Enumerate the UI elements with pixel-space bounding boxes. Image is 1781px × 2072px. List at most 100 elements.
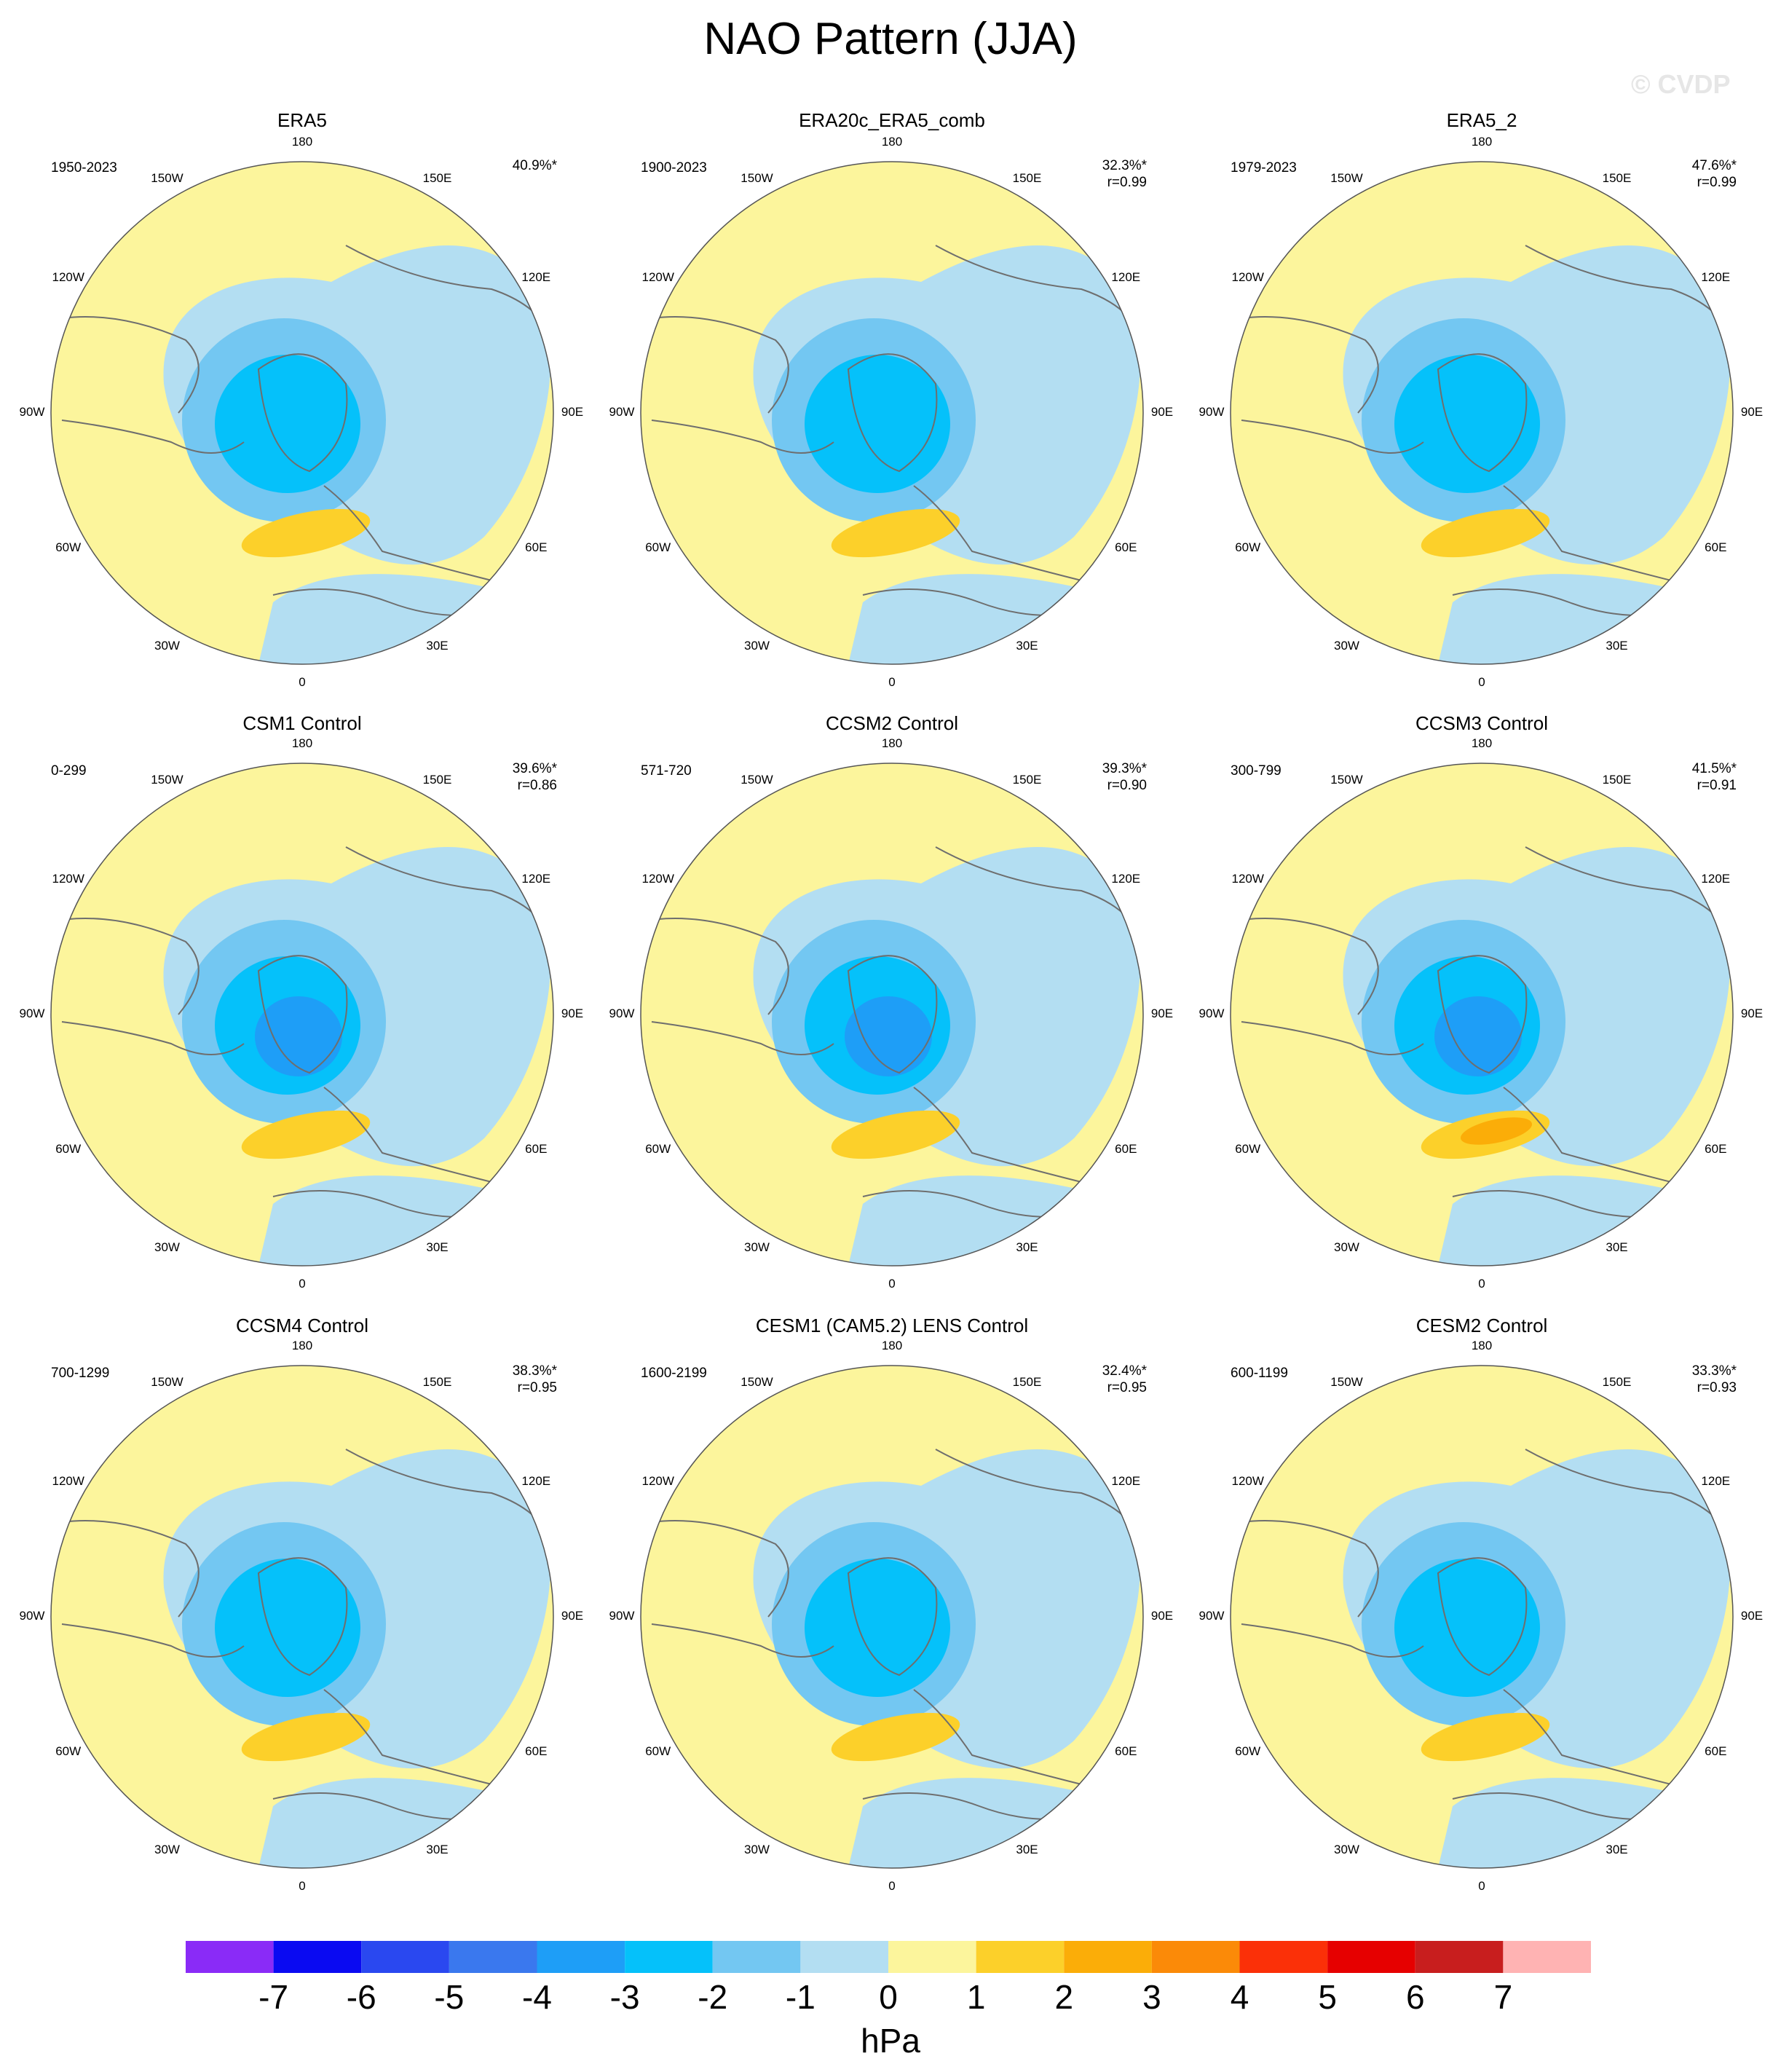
longitude-label: 150W xyxy=(151,1374,183,1389)
longitude-label: 120W xyxy=(1231,871,1264,886)
panel-years: 700-1299 xyxy=(51,1366,110,1381)
map-panel-2 xyxy=(641,162,1143,664)
longitude-label: 90E xyxy=(561,1609,584,1623)
panel-years: 1900-2023 xyxy=(641,160,707,176)
panel-variance-pct: 41.5%* xyxy=(1691,761,1737,776)
longitude-label: 150W xyxy=(1330,772,1363,787)
panel-years: 600-1199 xyxy=(1231,1366,1288,1381)
longitude-label: 30W xyxy=(154,1240,180,1255)
colorbar-swatch xyxy=(625,1941,713,1973)
longitude-label: 90W xyxy=(19,1007,45,1020)
panel-years: 1600-2199 xyxy=(641,1366,707,1381)
longitude-label: 150E xyxy=(1602,772,1632,787)
colorbar-tick-label: 7 xyxy=(1493,1978,1513,2016)
longitude-label: 150E xyxy=(1012,1374,1042,1389)
colorbar-tick-label: -3 xyxy=(609,1978,640,2016)
panel-pattern-corr: r=0.95 xyxy=(1107,1380,1147,1395)
longitude-label: 150E xyxy=(422,1374,452,1389)
longitude-label: 60W xyxy=(645,1141,671,1156)
colorbar-tick-label: 6 xyxy=(1405,1978,1425,2016)
colorbar-swatch xyxy=(976,1941,1065,1973)
map-panel-3 xyxy=(1231,162,1733,664)
longitude-label: 120E xyxy=(1701,1473,1731,1488)
longitude-label: 90W xyxy=(609,405,635,419)
longitude-label: 120E xyxy=(1111,269,1141,284)
panel-stats: 39.3%* r=0.90 xyxy=(1059,760,1147,794)
panel-variance-pct: 39.3%* xyxy=(1102,761,1147,776)
panel-stats: 32.4%* r=0.95 xyxy=(1059,1363,1147,1396)
longitude-label: 120W xyxy=(1231,269,1264,284)
panel-years: 571-720 xyxy=(641,763,692,779)
colorbar-tick-label: 5 xyxy=(1318,1978,1337,2016)
longitude-label: 90E xyxy=(1740,405,1764,419)
longitude-label: 90E xyxy=(561,405,584,419)
panel-years: 300-799 xyxy=(1231,763,1282,779)
longitude-label: 90E xyxy=(561,1007,584,1020)
longitude-label: 30E xyxy=(426,1240,449,1255)
longitude-label: 0 xyxy=(1478,675,1485,689)
longitude-label: 30E xyxy=(1606,1843,1628,1857)
colorbar-units: hPa xyxy=(861,2022,920,2060)
panel-variance-pct: 33.3%* xyxy=(1691,1363,1737,1379)
colorbar-swatch xyxy=(1064,1941,1152,1973)
colorbar-swatch xyxy=(537,1941,625,1973)
longitude-label: 180 xyxy=(1471,736,1493,750)
longitude-label: 30W xyxy=(1334,1843,1359,1857)
longitude-label: 180 xyxy=(1471,135,1493,149)
panel-years: 0-299 xyxy=(51,763,87,779)
colorbar-tick-label: -7 xyxy=(258,1978,289,2016)
panel-variance-pct: 39.6%* xyxy=(512,761,557,776)
field-negative-4 xyxy=(255,996,342,1076)
longitude-label: 120E xyxy=(1111,1473,1141,1488)
longitude-label: 0 xyxy=(299,1277,306,1291)
map-panel-6 xyxy=(1231,763,1733,1266)
longitude-label: 150W xyxy=(151,772,183,787)
longitude-label: 60E xyxy=(525,1744,548,1758)
panel-stats: 47.6%* r=0.99 xyxy=(1649,157,1737,191)
panel-stats: 33.3%* r=0.93 xyxy=(1649,1363,1737,1396)
field-positive-1-2 xyxy=(241,1110,371,1159)
colorbar-tick-label: 2 xyxy=(1054,1978,1074,2016)
panel-pattern-corr: r=0.91 xyxy=(1697,778,1737,793)
longitude-label: 90W xyxy=(19,405,45,419)
field-positive-1-2 xyxy=(1421,1712,1550,1762)
colorbar-swatch xyxy=(361,1941,449,1973)
longitude-label: 150E xyxy=(1012,170,1042,185)
longitude-label: 60W xyxy=(645,540,671,554)
colorbar-swatch xyxy=(273,1941,362,1973)
panel-years: 1950-2023 xyxy=(51,160,117,176)
longitude-label: 90E xyxy=(1740,1007,1764,1020)
colorbar-swatch xyxy=(1239,1941,1328,1973)
longitude-label: 150W xyxy=(1330,1374,1363,1389)
panel-title: ERA5 xyxy=(277,109,327,131)
field-positive-1-2 xyxy=(241,1712,371,1762)
longitude-label: 60W xyxy=(55,1744,82,1758)
map-border xyxy=(50,763,554,1267)
longitude-label: 60W xyxy=(55,1141,82,1156)
longitude-label: 60E xyxy=(1705,1744,1727,1758)
panel-stats: 41.5%* r=0.91 xyxy=(1649,760,1737,794)
field-positive-1-2 xyxy=(831,508,960,558)
longitude-label: 120E xyxy=(1701,269,1731,284)
longitude-label: 30W xyxy=(744,639,770,653)
colorbar-swatch xyxy=(186,1941,274,1973)
longitude-label: 150E xyxy=(1602,170,1632,185)
longitude-label: 60E xyxy=(525,1141,548,1156)
panel-pattern-corr: r=0.86 xyxy=(517,778,557,793)
longitude-label: 150W xyxy=(741,772,773,787)
colorbar-tick-label: 3 xyxy=(1142,1978,1161,2016)
panel-title: CCSM3 Control xyxy=(1415,712,1549,734)
longitude-label: 90W xyxy=(1198,405,1225,419)
longitude-label: 120E xyxy=(1111,871,1141,886)
panel-stats: 39.6%* r=0.86 xyxy=(470,760,557,794)
longitude-label: 180 xyxy=(881,1339,903,1352)
colorbar-tick-label: -2 xyxy=(698,1978,728,2016)
field-negative-4 xyxy=(1434,996,1522,1076)
panel-variance-pct: 38.3%* xyxy=(512,1363,557,1379)
longitude-label: 120W xyxy=(52,1473,84,1488)
map-panel-5 xyxy=(641,763,1143,1266)
longitude-label: 60W xyxy=(55,540,82,554)
longitude-label: 150W xyxy=(741,1374,773,1389)
